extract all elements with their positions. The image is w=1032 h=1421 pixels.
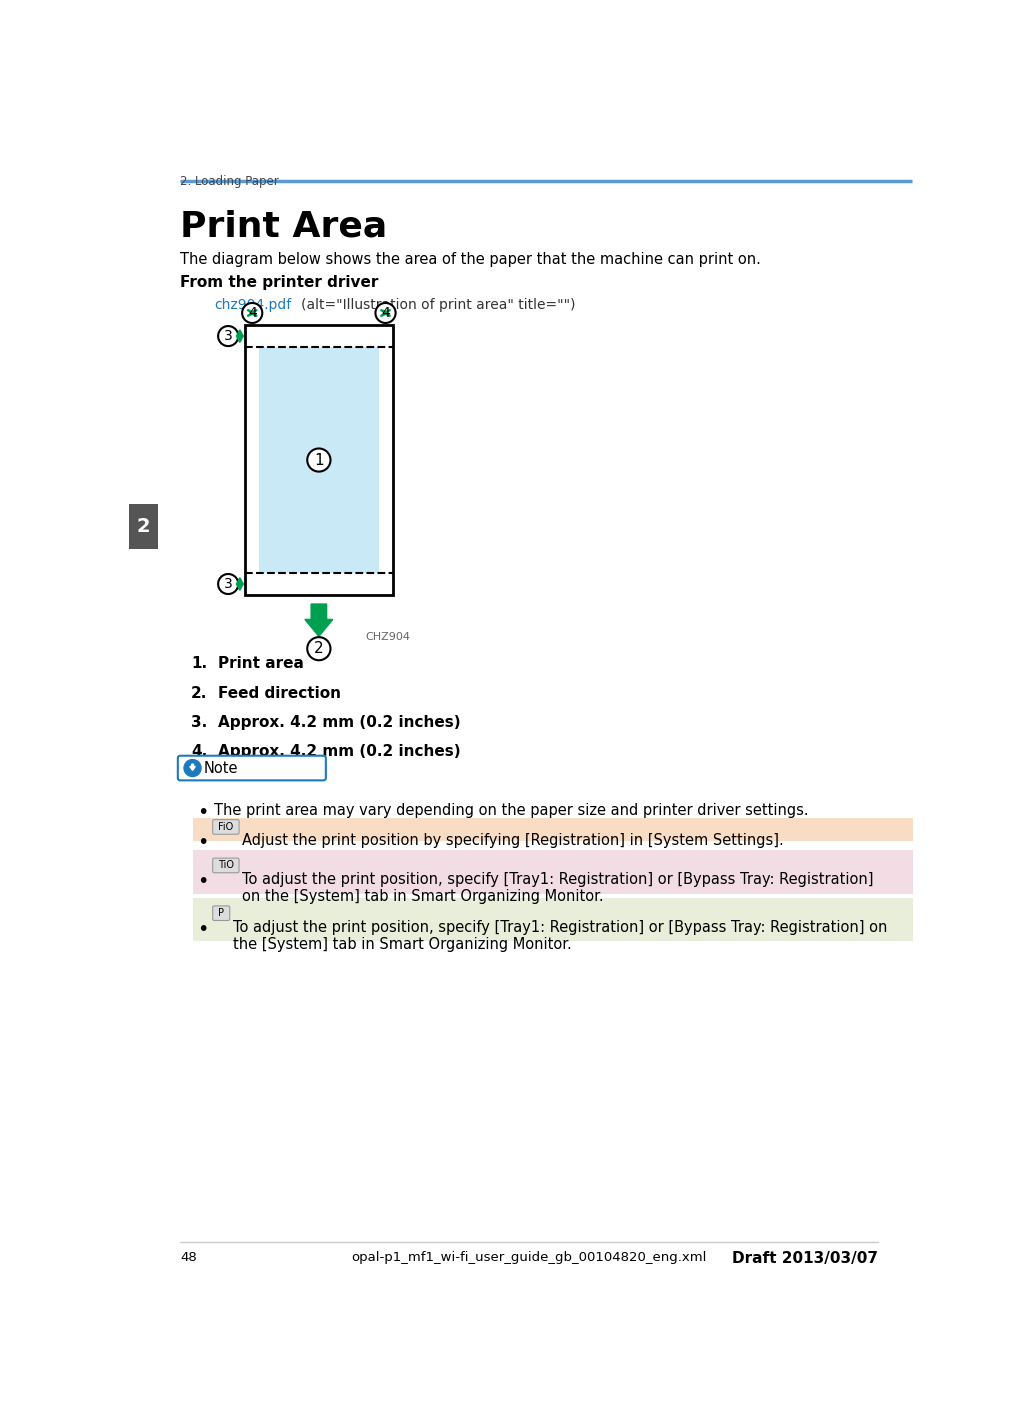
Text: 4.: 4.	[191, 745, 207, 759]
Bar	[246, 325, 392, 595]
Circle shape	[184, 760, 201, 776]
Text: •: •	[197, 834, 208, 853]
Circle shape	[218, 574, 238, 594]
Text: •: •	[197, 919, 208, 939]
Text: Approx. 4.2 mm (0.2 inches): Approx. 4.2 mm (0.2 inches)	[218, 715, 460, 730]
Circle shape	[218, 325, 238, 347]
Text: 1.: 1.	[191, 657, 207, 671]
Text: 2.: 2.	[191, 686, 207, 701]
Text: 2: 2	[314, 641, 324, 657]
Text: Print Area: Print Area	[181, 210, 387, 244]
Text: Feed direction: Feed direction	[218, 686, 342, 701]
FancyBboxPatch shape	[213, 858, 239, 872]
Text: 48: 48	[181, 1250, 197, 1263]
Text: TiO: TiO	[218, 860, 234, 870]
Bar	[193, 850, 913, 894]
Circle shape	[243, 303, 262, 323]
Text: CHZ904: CHZ904	[365, 632, 411, 642]
Text: •: •	[197, 872, 208, 891]
Circle shape	[376, 303, 395, 323]
Text: 1: 1	[314, 452, 324, 468]
Text: To adjust the print position, specify [Tray1: Registration] or [Bypass Tray: Reg: To adjust the print position, specify [T…	[233, 919, 888, 952]
FancyArrow shape	[304, 604, 333, 637]
Bar	[259, 347, 379, 573]
Text: 4: 4	[381, 306, 390, 320]
Text: To adjust the print position, specify [Tray1: Registration] or [Bypass Tray: Reg: To adjust the print position, specify [T…	[243, 872, 874, 904]
Text: chz904.pdf: chz904.pdf	[215, 298, 291, 313]
Text: 3: 3	[224, 577, 232, 591]
FancyArrow shape	[190, 764, 195, 770]
Text: The diagram below shows the area of the paper that the machine can print on.: The diagram below shows the area of the …	[181, 252, 761, 267]
Text: Note: Note	[203, 760, 238, 776]
Bar	[193, 898, 913, 941]
Text: The print area may vary depending on the paper size and printer driver settings.: The print area may vary depending on the…	[215, 803, 809, 817]
Text: FiO: FiO	[218, 821, 233, 831]
Circle shape	[308, 449, 330, 472]
Text: opal-p1_mf1_wi-fi_user_guide_gb_00104820_eng.xml: opal-p1_mf1_wi-fi_user_guide_gb_00104820…	[351, 1250, 707, 1263]
Text: Adjust the print position by specifying [Registration] in [System Settings].: Adjust the print position by specifying …	[243, 834, 784, 848]
Text: From the printer driver: From the printer driver	[181, 276, 379, 290]
Text: 4: 4	[248, 306, 257, 320]
Text: Print area: Print area	[218, 657, 304, 671]
Text: P: P	[218, 908, 224, 918]
Text: •: •	[197, 803, 208, 821]
Text: Approx. 4.2 mm (0.2 inches): Approx. 4.2 mm (0.2 inches)	[218, 745, 460, 759]
Text: 3.: 3.	[191, 715, 207, 730]
Text: 3: 3	[224, 330, 232, 342]
FancyBboxPatch shape	[213, 820, 239, 834]
FancyBboxPatch shape	[178, 756, 326, 780]
Text: (alt="Illustration of print area" title=""): (alt="Illustration of print area" title=…	[301, 298, 576, 313]
Text: 2. Loading Paper: 2. Loading Paper	[181, 175, 279, 188]
Bar	[193, 818, 913, 841]
Text: Draft 2013/03/07: Draft 2013/03/07	[732, 1250, 877, 1266]
FancyBboxPatch shape	[129, 504, 159, 549]
Text: 2: 2	[137, 517, 151, 536]
FancyBboxPatch shape	[213, 905, 230, 921]
Circle shape	[308, 637, 330, 661]
